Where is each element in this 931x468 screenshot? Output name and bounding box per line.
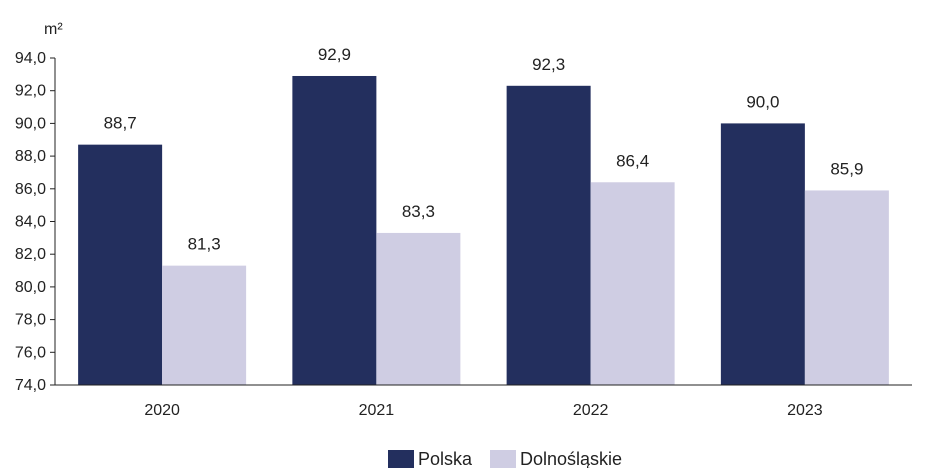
x-tick-label: 2020 bbox=[144, 402, 180, 419]
legend-swatch-dolnoslaskie bbox=[490, 450, 516, 468]
y-tick-label: 86,0 bbox=[15, 181, 46, 198]
bar-dolnoslaskie-2020 bbox=[162, 265, 247, 385]
bar-dolnoslaskie-2021 bbox=[376, 232, 461, 385]
bar-polska-2022 bbox=[506, 85, 591, 386]
x-tick-label: 2023 bbox=[787, 402, 823, 419]
bar-polska-2023 bbox=[720, 123, 805, 386]
y-axis: 74,0 76,0 78,0 80,0 82,0 84,0 86,0 88,0 90,0 92,0… bbox=[15, 50, 56, 394]
legend: Polska Dolnośląskie bbox=[388, 449, 622, 468]
y-tick-label: 92,0 bbox=[15, 83, 46, 100]
bar-value-label: 92,9 bbox=[318, 45, 351, 64]
bar-value-label: 88,7 bbox=[104, 114, 137, 133]
bar-value-label: 90,0 bbox=[746, 92, 779, 111]
bar-value-label: 86,4 bbox=[616, 151, 649, 170]
y-tick-label: 90,0 bbox=[15, 115, 46, 132]
bars-group: 88,7 81,3 92,9 83,3 92,3 86,4 90,0 85,9 bbox=[78, 45, 889, 386]
y-tick-label: 84,0 bbox=[15, 214, 46, 231]
y-tick-label: 76,0 bbox=[15, 344, 46, 361]
y-tick-label: 78,0 bbox=[15, 312, 46, 329]
bar-dolnoslaskie-2023 bbox=[804, 190, 889, 385]
bar-dolnoslaskie-2022 bbox=[590, 182, 675, 385]
legend-label-dolnoslaskie: Dolnośląskie bbox=[520, 449, 622, 468]
y-tick-label: 94,0 bbox=[15, 50, 46, 67]
legend-swatch-polska bbox=[388, 450, 414, 468]
x-tick-label: 2022 bbox=[573, 402, 609, 419]
y-unit-label: m² bbox=[44, 21, 63, 38]
y-tick-label: 74,0 bbox=[15, 377, 46, 394]
bar-polska-2020 bbox=[78, 144, 163, 385]
y-tick-label: 82,0 bbox=[15, 246, 46, 263]
bar-value-label: 81,3 bbox=[188, 235, 221, 254]
bar-value-label: 92,3 bbox=[532, 55, 565, 74]
y-tick-label: 80,0 bbox=[15, 279, 46, 296]
bar-value-label: 85,9 bbox=[830, 159, 863, 178]
bar-value-label: 83,3 bbox=[402, 202, 435, 221]
y-tick-label: 88,0 bbox=[15, 148, 46, 165]
legend-label-polska: Polska bbox=[418, 449, 473, 468]
x-tick-label: 2021 bbox=[359, 402, 395, 419]
bar-polska-2021 bbox=[292, 75, 377, 386]
x-axis: 2020 2021 2022 2023 bbox=[55, 384, 912, 419]
